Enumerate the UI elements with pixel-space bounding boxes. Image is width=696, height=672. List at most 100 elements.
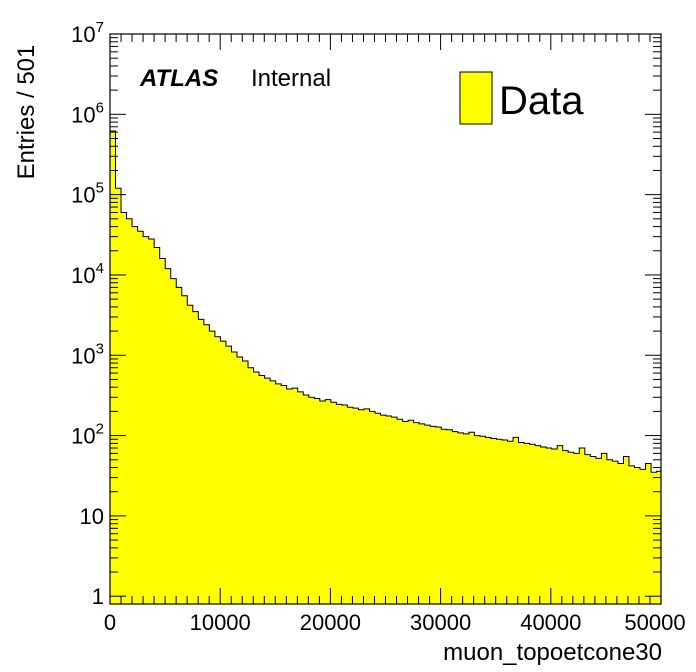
histogram-bar: [242, 360, 249, 604]
histogram-bar: [640, 469, 646, 604]
histogram-bar: [651, 472, 657, 604]
x-tick-label: 20000: [300, 610, 361, 635]
histogram-bar: [115, 188, 122, 604]
histogram-bar: [369, 411, 376, 604]
histogram-bar: [192, 311, 199, 604]
histogram-bar: [314, 398, 321, 604]
histogram-bar: [468, 432, 475, 604]
histogram-bar: [154, 247, 160, 604]
legend: Data: [459, 71, 584, 125]
histogram-bar: [248, 367, 254, 604]
histogram-bar: [220, 341, 227, 604]
histogram-bar: [358, 409, 365, 604]
histogram-bar: [397, 419, 403, 604]
y-axis: 1 10 102 103 104 105 106 107: [71, 19, 661, 609]
histogram-bar: [325, 399, 332, 604]
histogram-bar: [452, 431, 459, 604]
histogram-bar: [645, 463, 652, 604]
histogram-bar: [419, 423, 425, 604]
histogram-bar: [540, 447, 547, 604]
y-tick-label: 104: [71, 260, 104, 288]
histogram-bar: [352, 408, 359, 604]
histogram-bar: [568, 452, 575, 604]
histogram-bar: [628, 465, 635, 604]
histogram-bar: [573, 453, 580, 604]
histogram-bar: [375, 413, 381, 604]
histogram-bar: [225, 346, 232, 604]
x-axis: 0 10000 20000 30000 40000 50000: [104, 34, 686, 635]
histogram-bar: [529, 444, 536, 604]
histogram-bar: [446, 429, 453, 604]
y-axis-label: Entries / 501: [13, 45, 40, 180]
histogram-bar: [198, 319, 205, 604]
internal-label: Internal: [251, 65, 331, 92]
legend-label: Data: [499, 79, 584, 123]
y-tick-label: 103: [71, 340, 104, 368]
histogram-bar: [308, 397, 315, 604]
histogram-bar: [259, 375, 265, 604]
histogram-bar: [634, 467, 641, 604]
histogram-bar: [336, 404, 343, 604]
histogram-bar: [281, 385, 287, 604]
histogram-bar: [121, 212, 127, 604]
y-tick-label: 106: [71, 99, 104, 127]
histogram-bar: [253, 371, 260, 604]
histogram-bar: [132, 226, 138, 604]
histogram-bar: [507, 441, 514, 604]
histogram-bar: [319, 400, 326, 604]
histogram-bar: [623, 456, 630, 604]
histogram-bar: [524, 443, 530, 604]
histogram-bar: [341, 405, 348, 604]
y-tick-label: 107: [71, 19, 104, 47]
histogram-bar: [501, 440, 508, 604]
histogram-bar: [430, 426, 437, 604]
histogram-bar: [231, 351, 238, 604]
histogram-bar: [386, 416, 392, 604]
histogram-bar: [203, 324, 210, 604]
histogram-bar: [413, 422, 420, 604]
histogram-bar: [137, 231, 144, 604]
y-tick-label: 1: [92, 584, 104, 609]
histogram-bar: [656, 471, 662, 604]
atlas-label: ATLAS: [139, 65, 218, 92]
histogram-bar: [485, 437, 492, 604]
histogram-bar: [165, 268, 172, 604]
histogram-bar: [214, 336, 221, 604]
histogram-bar: [584, 454, 591, 604]
histogram-bar: [347, 407, 354, 604]
histogram-outline: [109, 130, 661, 604]
histogram-bar: [535, 445, 541, 604]
histogram-bar: [159, 258, 166, 604]
histogram-bar: [617, 463, 624, 604]
y-tick-label: 10: [80, 504, 104, 529]
histogram-bar: [463, 433, 470, 604]
histogram-bar: [143, 236, 149, 604]
histogram-bar: [176, 287, 183, 604]
histogram-bar: [546, 448, 552, 604]
histogram-bar: [590, 456, 597, 604]
histogram-bar: [330, 402, 337, 604]
x-tick-label: 50000: [624, 610, 685, 635]
histogram-bar: [551, 449, 558, 604]
x-tick-label: 10000: [190, 610, 251, 635]
histogram-bar: [441, 429, 448, 604]
histogram-bar: [518, 442, 525, 604]
x-axis-label: muon_topoetcone30: [443, 639, 662, 666]
histogram-bar: [236, 357, 243, 604]
histogram-bar: [408, 420, 414, 604]
histogram-bar: [209, 331, 216, 604]
histogram-bar: [126, 218, 133, 604]
histogram-bar: [490, 438, 497, 604]
histogram-bar: [457, 432, 464, 604]
histogram-bar: [286, 389, 293, 604]
histogram-bar: [474, 435, 481, 604]
x-tick-label: 0: [104, 610, 116, 635]
histogram-bar: [601, 453, 608, 604]
histogram-bar: [513, 437, 519, 604]
histogram-bar: [297, 391, 304, 604]
histogram-bar: [557, 445, 564, 604]
histogram-bars: [110, 130, 662, 605]
histogram-bar: [264, 378, 271, 604]
x-tick-label: 30000: [410, 610, 471, 635]
